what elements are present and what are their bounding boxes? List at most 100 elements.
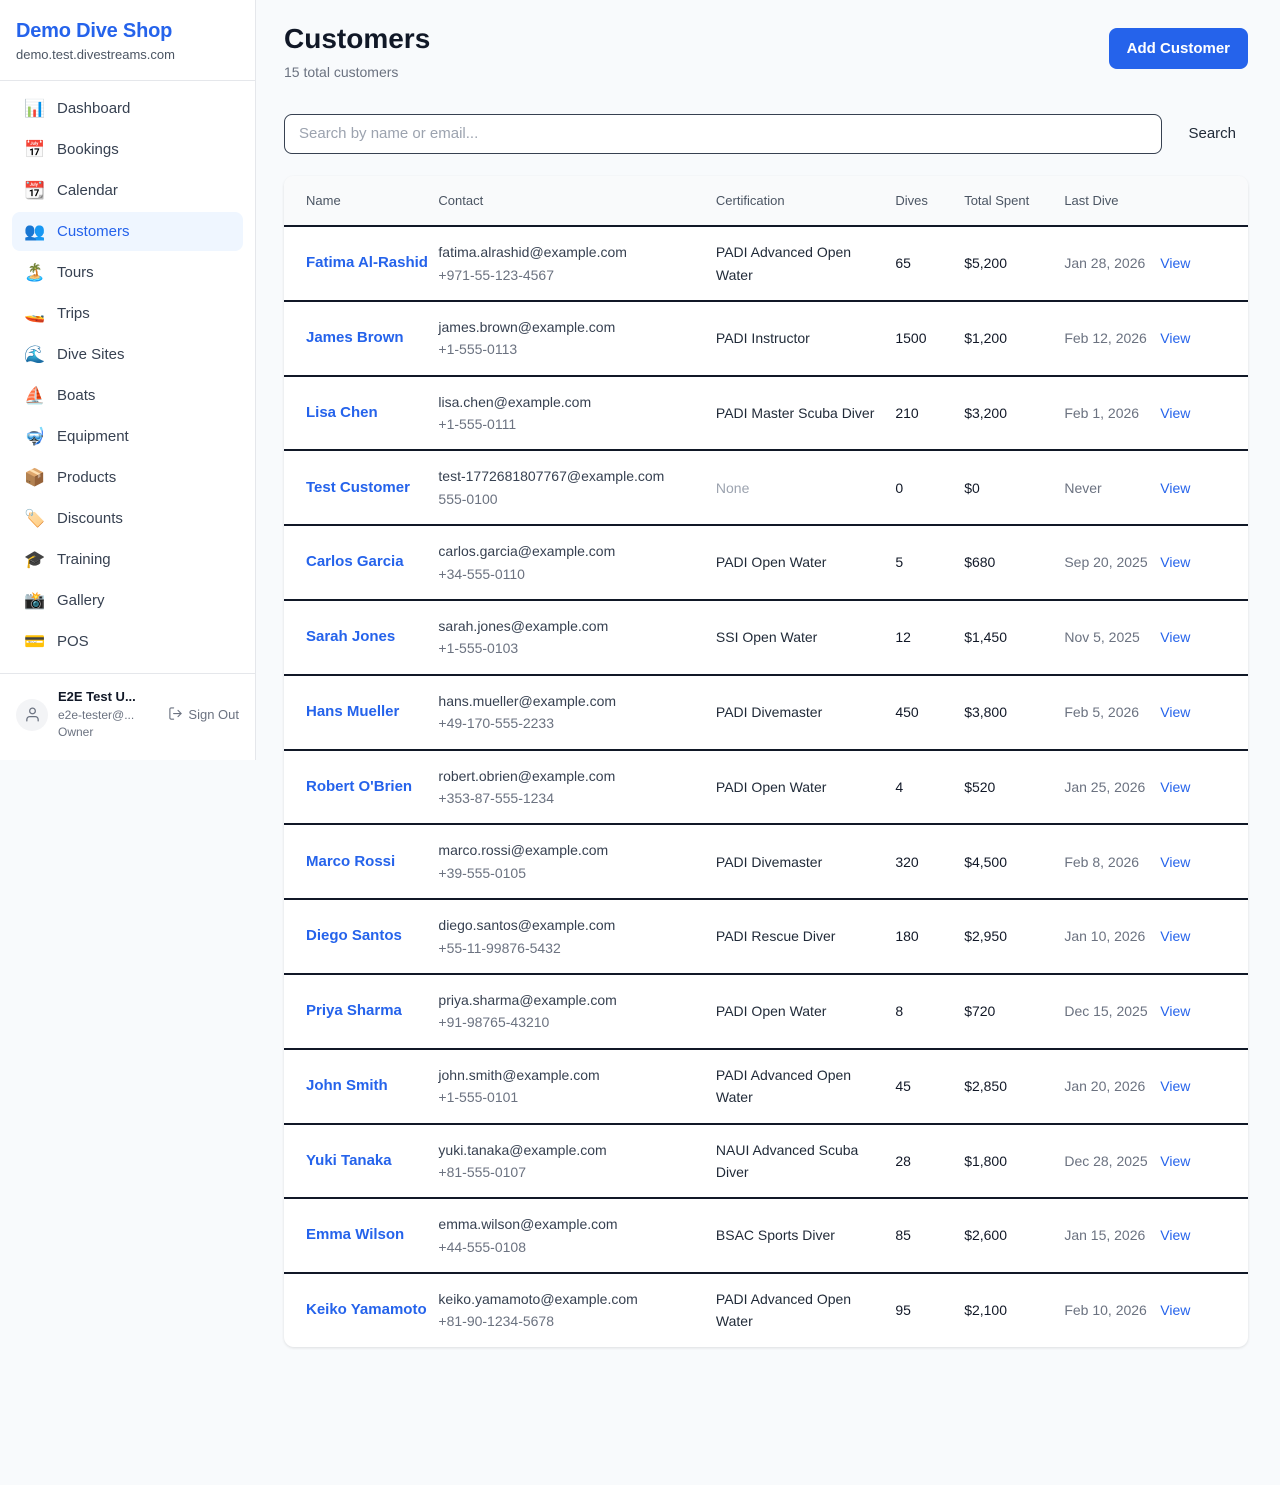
customer-last-dive: Feb 12, 2026 — [1064, 300, 1161, 377]
sidebar-item-tours[interactable]: 🏝️ Tours — [12, 253, 243, 292]
customer-name-link-text[interactable]: John Smith — [306, 1076, 388, 1094]
view-customer-link[interactable]: View — [1160, 479, 1191, 496]
customer-last-dive-text: Jan 28, 2026 — [1064, 255, 1146, 272]
view-customer-link[interactable]: View — [1160, 778, 1191, 795]
customer-name-link-text[interactable]: Marco Rossi — [306, 852, 396, 870]
view-customer-link[interactable]: View — [1160, 1152, 1191, 1169]
customer-certification: BSAC Sports Diver — [715, 1198, 896, 1275]
customer-name-link-text[interactable]: Carlos Garcia — [306, 553, 404, 571]
column-header-name[interactable]: Name — [284, 175, 439, 228]
table-body: Fatima Al-Rashid fatima.alrashid@example.… — [284, 226, 1248, 1347]
customer-name-link: Diego Santos — [284, 899, 439, 975]
view-customer-link[interactable]: View — [1160, 928, 1191, 945]
sidebar-item-dashboard[interactable]: 📊 Dashboard — [12, 89, 243, 128]
view-customer-link[interactable]: View — [1160, 704, 1191, 721]
customer-dives-text: 28 — [895, 1152, 911, 1169]
customers-table-card: Name Contact Certification Dives Total S… — [284, 175, 1248, 1347]
customer-total-spent-text: $1,800 — [964, 1152, 1008, 1169]
sidebar-item-calendar[interactable]: 📆 Calendar — [12, 171, 243, 210]
column-header-dives[interactable]: Dives — [895, 175, 965, 228]
customer-email: keiko.yamamoto@example.com — [438, 1291, 638, 1308]
customer-contact: priya.sharma@example.com +91-98765-43210 — [438, 973, 716, 1050]
sidebar-item-boats[interactable]: ⛵ Boats — [12, 376, 243, 415]
view-customer-link[interactable]: View — [1160, 1227, 1191, 1244]
view-customer-link[interactable]: View — [1160, 330, 1191, 347]
sidebar-item-bookings[interactable]: 📅 Bookings — [12, 130, 243, 169]
view-customer-link[interactable]: View — [1160, 404, 1191, 421]
column-header-last-dive[interactable]: Last Dive — [1064, 175, 1161, 228]
customer-certification-text: PADI Divemaster — [715, 853, 823, 870]
brand-title: Demo Dive Shop — [16, 20, 173, 42]
view-customer-link[interactable]: View — [1160, 255, 1191, 272]
sidebar-item-pos[interactable]: 💳 POS — [12, 622, 243, 661]
customer-name-link-text[interactable]: Robert O'Brien — [306, 777, 413, 795]
view-customer-link[interactable]: View — [1160, 853, 1191, 870]
customer-dives-text: 85 — [895, 1227, 911, 1244]
customer-last-dive-text: Jan 20, 2026 — [1064, 1077, 1146, 1094]
sidebar-item-label: POS — [57, 632, 89, 650]
sidebar-item-trips[interactable]: 🚤 Trips — [12, 294, 243, 333]
add-customer-button[interactable]: Add Customer — [1108, 28, 1248, 69]
customer-name-link-text[interactable]: Lisa Chen — [306, 403, 378, 421]
customer-name-link: Fatima Al-Rashid — [284, 226, 439, 302]
table-row: John Smith john.smith@example.com +1-555-0… — [284, 1048, 1248, 1125]
customer-name-link-text[interactable]: Test Customer — [306, 478, 410, 496]
customer-name-link-text[interactable]: Keiko Yamamoto — [306, 1301, 427, 1319]
view-customer-link[interactable]: View — [1160, 1302, 1191, 1319]
customer-name-link-text[interactable]: Emma Wilson — [306, 1226, 405, 1244]
sidebar-item-customers[interactable]: 👥 Customers — [12, 211, 243, 251]
customer-phone: +81-90-1234-5678 — [438, 1313, 555, 1330]
calendar-17-icon: 📅 — [24, 139, 46, 159]
column-header-contact[interactable]: Contact — [438, 175, 716, 228]
sidebar-item-dive-sites[interactable]: 🌊 Dive Sites — [12, 335, 243, 374]
sidebar-item-products[interactable]: 📦 Products — [12, 458, 243, 497]
sidebar-item-label: Dashboard — [57, 99, 131, 117]
sign-out-button[interactable]: Sign Out — [168, 706, 239, 724]
sidebar-item-training[interactable]: 🎓 Training — [12, 540, 243, 579]
user-role: Owner — [58, 725, 94, 740]
search-input[interactable] — [284, 113, 1163, 154]
customer-last-dive: Feb 5, 2026 — [1064, 674, 1161, 751]
view-customer-link[interactable]: View — [1160, 629, 1191, 646]
customer-certification: PADI Advanced Open Water — [716, 1273, 895, 1347]
view-customer-link[interactable]: View — [1160, 1077, 1191, 1094]
sidebar-item-gallery[interactable]: 📸 Gallery — [12, 581, 243, 620]
customer-dives-text: 45 — [895, 1077, 911, 1094]
customer-total-spent: $3,200 — [964, 375, 1065, 452]
table-row: Yuki Tanaka yuki.tanaka@example.com +81-55… — [284, 1123, 1248, 1200]
label-tag-icon: 🏷️ — [24, 508, 46, 528]
column-header-total-spent[interactable]: Total Spent — [964, 175, 1065, 228]
view-customer-link[interactable]: View — [1160, 554, 1191, 571]
customer-name-link-text[interactable]: Sarah Jones — [306, 628, 396, 646]
customer-name-link-text[interactable]: Fatima Al-Rashid — [306, 254, 428, 272]
customer-total-spent: $2,100 — [964, 1273, 1064, 1347]
customer-actions: View — [1160, 375, 1248, 452]
column-header-certification[interactable]: Certification — [715, 175, 896, 228]
sidebar-item-discounts[interactable]: 🏷️ Discounts — [12, 499, 243, 538]
view-customer-link[interactable]: View — [1160, 1003, 1191, 1020]
customer-email: fatima.alrashid@example.com — [438, 244, 627, 261]
customer-name-link-text[interactable]: James Brown — [306, 329, 404, 347]
customer-name-link: Emma Wilson — [284, 1198, 439, 1275]
sidebar-item-equipment[interactable]: 🤿 Equipment — [12, 417, 243, 456]
customer-last-dive: Jan 20, 2026 — [1064, 1048, 1161, 1125]
customer-name-link-text[interactable]: Hans Mueller — [306, 702, 400, 720]
customer-dives: 95 — [895, 1273, 964, 1347]
customer-name-link-text[interactable]: Yuki Tanaka — [306, 1151, 392, 1169]
customer-name-link-text[interactable]: Diego Santos — [306, 927, 402, 945]
customer-certification: PADI Advanced Open Water — [715, 226, 896, 302]
customer-phone: 555-0100 — [438, 490, 498, 507]
customer-actions: View — [1160, 1273, 1248, 1347]
customer-email: sarah.jones@example.com — [438, 618, 609, 635]
customer-email: emma.wilson@example.com — [438, 1216, 618, 1233]
search-button[interactable]: Search — [1176, 117, 1248, 150]
customer-certification: PADI Master Scuba Diver — [715, 375, 896, 452]
customer-last-dive-text: Jan 25, 2026 — [1064, 778, 1146, 795]
customer-certification: PADI Divemaster — [715, 824, 896, 901]
customer-actions: View — [1160, 1198, 1248, 1275]
customer-dives: 85 — [895, 1198, 965, 1275]
customer-dives: 210 — [895, 375, 965, 452]
busts-in-silhouette-icon: 👥 — [24, 221, 46, 241]
page-title: Customers — [284, 23, 431, 54]
customer-name-link-text[interactable]: Priya Sharma — [306, 1002, 402, 1020]
